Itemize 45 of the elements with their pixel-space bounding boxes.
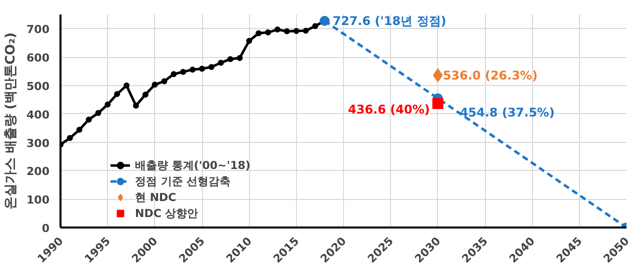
point bbox=[76, 126, 82, 133]
data-label: 727.6 ('18년 정점) bbox=[332, 14, 446, 28]
legend-label: 현 NDC bbox=[135, 190, 176, 205]
data-label: 536.0 (26.3%) bbox=[442, 68, 538, 82]
point bbox=[246, 38, 252, 44]
point bbox=[284, 28, 290, 34]
point bbox=[227, 56, 234, 62]
legend-label: NDC 상향안 bbox=[135, 206, 198, 221]
point bbox=[432, 98, 444, 110]
point bbox=[161, 78, 168, 84]
y-tick-label: 200 bbox=[26, 165, 50, 178]
y-tick-label: 300 bbox=[26, 136, 50, 150]
y-tick-label: 0 bbox=[42, 222, 50, 235]
point bbox=[114, 91, 120, 98]
point bbox=[190, 66, 196, 73]
point bbox=[86, 116, 92, 123]
legend-label: 정점 기준 선형감축 bbox=[135, 174, 231, 189]
point bbox=[66, 135, 73, 142]
point bbox=[170, 71, 177, 78]
point bbox=[302, 28, 309, 34]
point bbox=[236, 54, 243, 61]
point bbox=[104, 102, 111, 108]
y-tick-label: 100 bbox=[26, 194, 50, 207]
data-label: 436.6 (40%) bbox=[348, 102, 430, 117]
y-tick-label: 600 bbox=[26, 52, 50, 65]
point bbox=[312, 23, 318, 30]
point bbox=[208, 64, 214, 70]
point bbox=[274, 26, 280, 33]
point bbox=[132, 102, 139, 109]
y-tick-label: 400 bbox=[26, 108, 50, 122]
point bbox=[95, 110, 102, 116]
point bbox=[152, 82, 158, 88]
point bbox=[180, 68, 186, 75]
point bbox=[199, 66, 205, 72]
point bbox=[218, 60, 224, 66]
data-label: 454.8 (37.5%) bbox=[460, 105, 555, 120]
point bbox=[265, 29, 272, 36]
legend-label: 배출량 통계('00~'18) bbox=[135, 158, 250, 173]
point bbox=[142, 92, 148, 98]
y-axis-title: 온실가스 배출량 (백만톤CO₂) bbox=[4, 32, 19, 210]
point bbox=[124, 82, 130, 88]
point bbox=[256, 30, 262, 36]
point bbox=[293, 28, 300, 34]
y-tick-label: 500 bbox=[26, 80, 50, 93]
y-tick-label: 700 bbox=[26, 23, 50, 36]
